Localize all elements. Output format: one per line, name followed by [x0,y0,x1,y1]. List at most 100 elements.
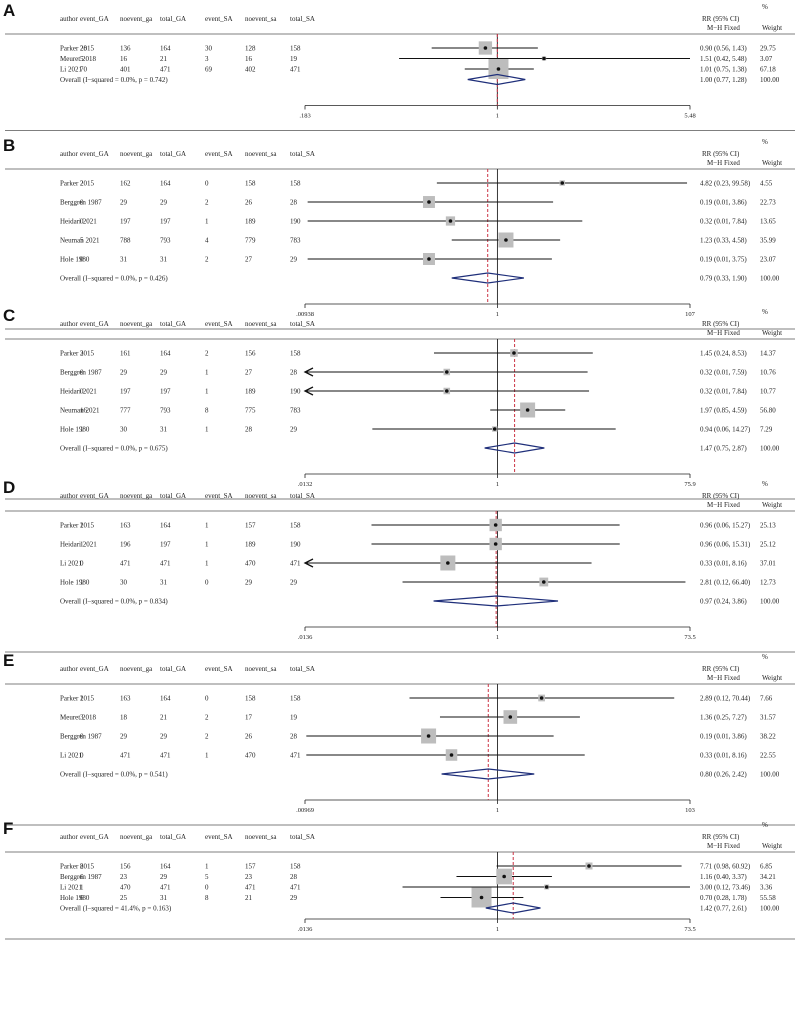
study-cell-noevent_ga: 197 [120,388,131,396]
study-cell-event_ga: 3 [80,714,84,722]
column-header-noevent_ga: noevent_ga [120,320,153,328]
study-weight: 10.76 [760,369,776,377]
study-cell-event_sa: 1 [205,426,209,434]
study-cell-event_ga: 1 [80,426,84,434]
study-weight: 3.36 [760,884,773,892]
study-cell-total_ga: 164 [160,863,171,871]
point-estimate [587,864,591,868]
column-header-total_ga: total_GA [160,492,186,500]
study-cell-noevent_sa: 27 [245,369,253,377]
point-estimate [427,257,431,261]
study-cell-event_ga: 1 [80,522,84,530]
study-rr-ci: 0.96 (0.06, 15.31) [700,541,751,549]
percent-header: % [762,138,768,146]
study-cell-event_sa: 1 [205,541,209,549]
study-cell-noevent_ga: 23 [120,873,128,881]
column-header-noevent_sa: noevent_sa [245,833,277,841]
method-label: M−H Fixed [707,842,740,850]
study-rr-ci: 1.01 (0.75, 1.38) [700,66,747,74]
column-header-event_sa: event_SA [205,320,233,328]
study-cell-total_ga: 164 [160,522,171,530]
study-cell-total_ga: 31 [160,256,168,264]
study-cell-total_sa: 29 [290,256,298,264]
column-header-total_sa: total_SA [290,150,315,158]
column-header-noevent_ga: noevent_ga [120,492,153,500]
study-author: Heidari 2021 [60,541,97,549]
ci-arrow-left [303,367,314,377]
study-author: Berggren 1987 [60,369,102,377]
study-author: Meuret 2018 [60,714,96,722]
overall-weight: 100.00 [760,445,780,453]
study-cell-noevent_ga: 162 [120,180,131,188]
study-rr-ci: 0.70 (0.28, 1.78) [700,894,747,902]
study-weight: 6.85 [760,863,773,871]
study-author: Li 2021 [60,752,82,760]
overall-rr-ci: 1.00 (0.77, 1.28) [700,76,747,84]
study-cell-event_sa: 1 [205,863,209,871]
study-cell-total_sa: 158 [290,863,301,871]
study-cell-total_ga: 197 [160,388,171,396]
study-cell-event_ga: 0 [80,733,84,741]
study-cell-noevent_ga: 16 [120,55,128,63]
column-header-event_ga: event_GA [80,150,109,158]
column-header-total_sa: total_SA [290,833,315,841]
method-label: M−H Fixed [707,159,740,167]
study-cell-total_ga: 29 [160,873,168,881]
x-tick-label: 1 [496,311,499,318]
study-cell-noevent_ga: 401 [120,66,131,74]
panel-label: B [3,136,15,155]
x-tick-label: .00938 [296,311,314,318]
weight-header: Weight [762,674,782,682]
method-label: M−H Fixed [707,501,740,509]
study-cell-event_ga: 2 [80,180,84,188]
study-cell-event_sa: 3 [205,55,209,63]
study-author: Li 2021 [60,66,82,74]
study-cell-total_ga: 471 [160,66,171,74]
study-cell-event_sa: 1 [205,218,209,226]
column-header-author: author [60,833,79,841]
overall-rr-ci: 0.79 (0.33, 1.90) [700,275,747,283]
column-header-noevent_sa: noevent_sa [245,492,277,500]
column-header-noevent_sa: noevent_sa [245,150,277,158]
study-cell-noevent_ga: 197 [120,218,131,226]
x-tick-label: 75.9 [684,481,695,488]
study-cell-total_sa: 158 [290,522,301,530]
overall-rr-ci: 1.42 (0.77, 2.61) [700,905,747,913]
x-tick-label: 5.48 [684,113,695,120]
point-estimate [483,46,488,50]
column-header-author: author [60,320,79,328]
study-cell-noevent_ga: 471 [120,752,131,760]
study-cell-event_ga: 0 [80,560,84,568]
study-cell-noevent_ga: 29 [120,199,128,207]
study-cell-noevent_sa: 29 [245,579,253,587]
study-weight: 25.13 [760,522,776,530]
study-author: Berggren 1987 [60,199,102,207]
rr-ci-header: RR (95% CI) [702,320,740,328]
study-author: Meuret 2018 [60,55,96,63]
study-cell-noevent_sa: 16 [245,55,253,63]
column-header-total_sa: total_SA [290,665,315,673]
point-estimate [539,696,544,700]
x-tick-label: 73.5 [684,634,695,641]
study-cell-total_sa: 28 [290,199,298,207]
study-cell-total_sa: 158 [290,45,301,53]
study-cell-total_sa: 158 [290,350,301,358]
column-header-author: author [60,150,79,158]
overall-label: Overall (I−squared = 41.4%, p = 0.163) [60,905,172,913]
study-cell-noevent_sa: 156 [245,350,256,358]
study-rr-ci: 0.33 (0.01, 8.16) [700,560,747,568]
study-cell-noevent_sa: 28 [245,426,253,434]
ci-arrow-left [303,558,314,568]
study-cell-noevent_ga: 163 [120,695,131,703]
study-weight: 7.29 [760,426,773,434]
study-cell-total_sa: 190 [290,388,301,396]
point-estimate [542,56,546,61]
study-cell-event_sa: 4 [205,237,209,245]
study-weight: 56.80 [760,407,776,415]
study-cell-total_ga: 471 [160,752,171,760]
study-cell-event_sa: 1 [205,369,209,377]
study-author: Heidari 2021 [60,388,97,396]
study-rr-ci: 0.19 (0.01, 3.86) [700,199,747,207]
study-rr-ci: 1.51 (0.42, 5.48) [700,55,747,63]
